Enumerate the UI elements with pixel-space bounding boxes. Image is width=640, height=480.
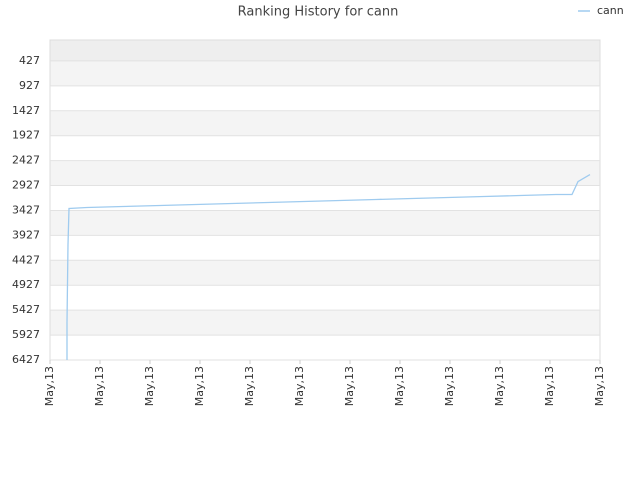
- plot-band: [50, 60, 600, 86]
- plot-band: [50, 210, 600, 236]
- legend-label: cann: [597, 4, 624, 17]
- x-tick-label: May,13: [93, 366, 106, 406]
- y-tick-label: 2427: [12, 154, 40, 167]
- x-tick-label: May,13: [193, 366, 206, 406]
- plot-band: [50, 235, 600, 261]
- x-tick-label: May,13: [593, 366, 606, 406]
- plot-band: [50, 40, 600, 61]
- x-tick-label: May,13: [293, 366, 306, 406]
- y-tick-label: 1427: [12, 104, 40, 117]
- plot-band: [50, 310, 600, 336]
- x-tick-label: May,13: [393, 366, 406, 406]
- x-tick-label: May,13: [543, 366, 556, 406]
- y-tick-label: 2927: [12, 179, 40, 192]
- x-tick-label: May,13: [443, 366, 456, 406]
- y-tick-label: 6427: [12, 353, 40, 366]
- x-tick-label: May,13: [143, 366, 156, 406]
- x-tick-label: May,13: [343, 366, 356, 406]
- y-tick-label: 427: [19, 54, 40, 67]
- y-tick-label: 1927: [12, 129, 40, 142]
- x-tick-label: May,13: [243, 366, 256, 406]
- y-tick-label: 927: [19, 79, 40, 92]
- x-tick-label: May,13: [43, 366, 56, 406]
- x-tick-label: May,13: [493, 366, 506, 406]
- y-tick-label: 3927: [12, 228, 40, 241]
- y-tick-label: 3427: [12, 203, 40, 216]
- y-tick-label: 4927: [12, 278, 40, 291]
- plot-band: [50, 135, 600, 161]
- plot-band: [50, 85, 600, 111]
- plot-band: [50, 160, 600, 186]
- chart-title: Ranking History for cann: [238, 5, 399, 20]
- plot-band: [50, 110, 600, 136]
- plot-band: [50, 335, 600, 360]
- y-tick-label: 4427: [12, 253, 40, 266]
- plot-band: [50, 260, 600, 286]
- plot-band: [50, 285, 600, 311]
- y-tick-label: 5927: [12, 328, 40, 341]
- y-tick-label: 5427: [12, 303, 40, 316]
- line: [66, 174, 591, 360]
